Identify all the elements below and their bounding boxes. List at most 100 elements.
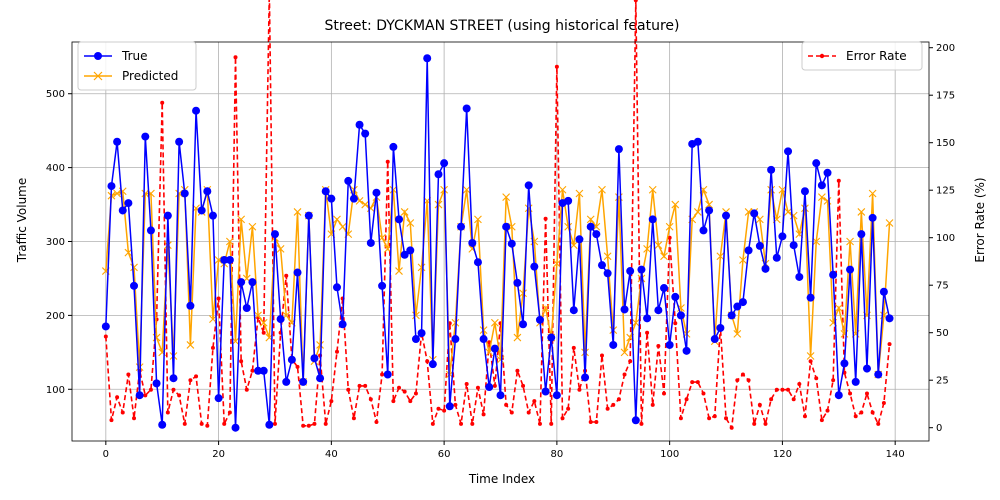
- true-point: [710, 335, 719, 344]
- true-point: [400, 250, 409, 259]
- true-point: [812, 159, 821, 168]
- true-point: [885, 314, 894, 323]
- error-rate-point: [622, 372, 627, 377]
- y2-axis-ticks: 0 25 50 75 100 125 150 175 200: [929, 43, 955, 434]
- true-point: [316, 374, 325, 383]
- error-rate-point: [261, 330, 266, 335]
- true-point: [270, 230, 279, 239]
- y2-tick-label: 150: [936, 138, 955, 149]
- true-point: [462, 104, 471, 113]
- error-rate-point: [250, 368, 255, 373]
- error-rate-point: [763, 421, 768, 426]
- true-point: [287, 355, 296, 364]
- true-point: [186, 301, 195, 310]
- true-point: [231, 423, 240, 432]
- true-point: [767, 165, 776, 174]
- y2-tick-label: 25: [936, 376, 949, 387]
- error-rate-point: [831, 378, 836, 383]
- error-rate-point: [425, 359, 430, 364]
- error-rate-point: [594, 420, 599, 424]
- predicted-point: [519, 289, 527, 298]
- true-point: [378, 281, 387, 290]
- true-point: [411, 335, 420, 344]
- predicted-point: [474, 215, 482, 224]
- error-rate-point: [588, 420, 593, 424]
- true-point: [276, 315, 285, 324]
- true-point: [169, 374, 178, 383]
- error-rate-point: [227, 410, 232, 415]
- error-rate-point: [397, 385, 402, 390]
- error-rate-point: [380, 372, 385, 377]
- error-rate-point: [143, 393, 148, 398]
- true-point: [428, 360, 437, 369]
- true-point: [862, 364, 871, 373]
- predicted-point: [417, 263, 426, 272]
- x-tick-label: 40: [325, 449, 338, 460]
- true-point: [800, 187, 809, 196]
- predicted-point: [254, 311, 262, 320]
- predicted-point: [502, 193, 511, 202]
- true-point: [485, 383, 494, 392]
- predicted-point: [575, 189, 584, 198]
- predicted-point: [660, 252, 668, 261]
- error-rate-point: [673, 321, 678, 326]
- predicted-point: [693, 208, 702, 216]
- true-point: [693, 137, 702, 146]
- error-rate-point: [701, 391, 706, 396]
- error-rate-point: [667, 235, 672, 240]
- error-rate-point: [374, 420, 379, 424]
- predicted-point: [214, 256, 223, 264]
- true-point: [299, 377, 308, 386]
- y-tick-label: 400: [46, 163, 65, 174]
- error-rate-point: [656, 344, 661, 348]
- predicted-point: [225, 237, 234, 246]
- x-tick-label: 100: [660, 449, 679, 460]
- true-point: [242, 304, 251, 312]
- y-tick-label: 200: [46, 311, 65, 322]
- true-point: [665, 340, 674, 349]
- predicted-point: [846, 237, 854, 246]
- y2-tick-label: 75: [936, 281, 949, 292]
- true-point: [569, 306, 578, 315]
- predicted-point: [705, 200, 714, 209]
- true-point: [237, 278, 246, 287]
- true-point: [175, 137, 184, 146]
- true-point: [304, 211, 313, 220]
- true-point: [851, 377, 860, 386]
- error-rate-point: [284, 273, 289, 278]
- y-axis-ticks: 100 200 300 400 500: [46, 89, 72, 396]
- error-rate-point: [504, 402, 509, 407]
- y-tick-label: 500: [46, 89, 65, 100]
- series-error-rate: [103, 0, 892, 431]
- true-point: [564, 196, 573, 205]
- predicted-point: [462, 185, 471, 194]
- error-rate-point: [188, 378, 193, 383]
- error-rate-point: [368, 397, 373, 402]
- error-rate-point: [109, 418, 114, 423]
- error-rate-point: [132, 416, 137, 421]
- true-point: [310, 354, 319, 363]
- predicted-point: [569, 241, 578, 250]
- true-point: [778, 232, 787, 241]
- true-point: [513, 278, 522, 287]
- y2-tick-label: 125: [936, 186, 955, 197]
- predicted-point: [552, 259, 561, 268]
- true-point: [197, 206, 206, 215]
- x-axis-ticks: 0 20 40 60 80 100 120 140: [103, 441, 905, 460]
- true-point: [784, 147, 793, 156]
- predicted-point: [293, 208, 302, 216]
- true-point: [141, 132, 150, 141]
- predicted-point: [175, 189, 184, 198]
- error-rate-line: [105, 0, 891, 431]
- error-rate-point: [707, 416, 712, 421]
- legend-label-error: Error Rate: [846, 49, 907, 63]
- true-point: [789, 241, 798, 250]
- true-point: [349, 194, 358, 203]
- predicted-point: [643, 245, 651, 253]
- true-point: [552, 391, 561, 400]
- error-rate-point: [740, 372, 745, 377]
- error-rate-point: [148, 387, 153, 392]
- error-rate-point: [639, 421, 644, 426]
- error-rate-point: [797, 382, 802, 386]
- predicted-point: [806, 352, 815, 360]
